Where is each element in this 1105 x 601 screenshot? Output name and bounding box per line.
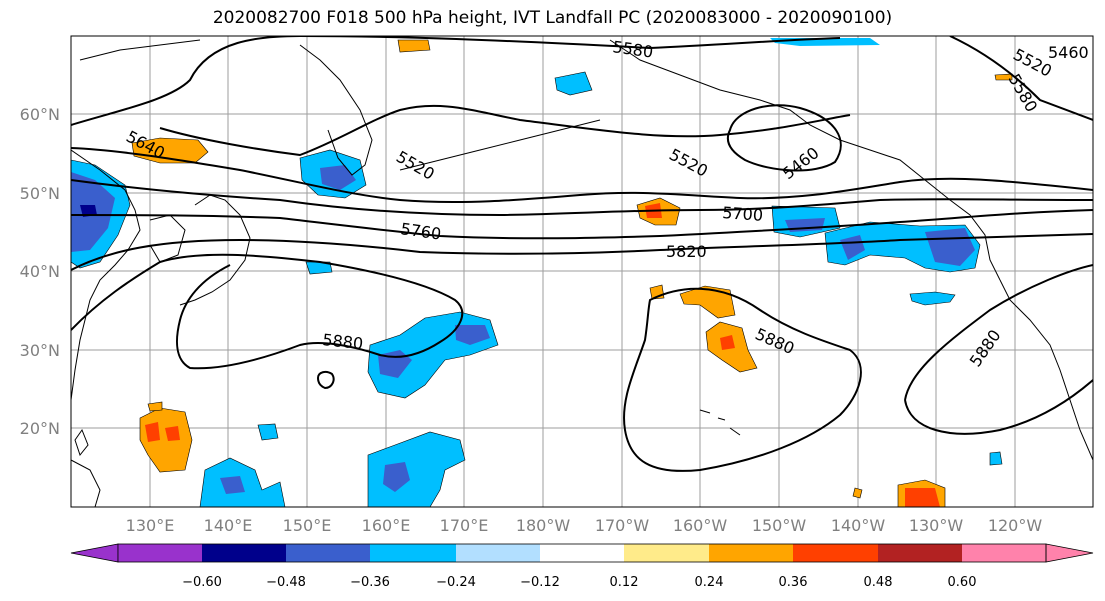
negative-blob bbox=[320, 165, 356, 190]
positive-blob bbox=[905, 488, 940, 507]
lon-label: 140°E bbox=[203, 516, 253, 535]
lon-label: 180°W bbox=[515, 516, 571, 535]
negative-blob bbox=[257, 423, 279, 441]
contour-label: 5700 bbox=[722, 203, 764, 225]
alaska-coastline bbox=[609, 39, 1001, 281]
colorbar-swatch bbox=[286, 544, 370, 562]
contour-5700 bbox=[71, 179, 1093, 217]
contour-5880-west bbox=[71, 253, 464, 370]
lon-label: 160°E bbox=[361, 516, 411, 535]
lat-label: 30°N bbox=[19, 341, 60, 360]
colorbar-tick-label: −0.24 bbox=[436, 575, 476, 590]
map-title: 2020082700 F018 500 hPa height, IVT Land… bbox=[212, 8, 893, 28]
colorbar-tick-label: 0.60 bbox=[947, 575, 977, 590]
colorbar-tick-label: −0.60 bbox=[182, 575, 222, 590]
colorbar-swatch bbox=[540, 544, 624, 562]
colorbar-swatch bbox=[456, 544, 540, 562]
colorbar-swatch bbox=[962, 544, 1046, 562]
north-america-coastline bbox=[999, 279, 1093, 461]
positive-blob bbox=[720, 335, 735, 350]
colorbar-swatch bbox=[370, 544, 456, 562]
colorbar-swatch bbox=[624, 544, 709, 562]
contour-5460 bbox=[726, 104, 842, 172]
positive-blob bbox=[147, 401, 163, 412]
colorbar-swatch bbox=[202, 544, 286, 562]
lat-label: 50°N bbox=[19, 184, 60, 203]
taiwan-coastline bbox=[74, 428, 89, 457]
negative-blob bbox=[383, 462, 410, 492]
colorbar-tick-label: −0.48 bbox=[266, 575, 306, 590]
colorbar-frame bbox=[117, 543, 1047, 563]
lon-label: 170°W bbox=[594, 516, 650, 535]
lon-label: 130°W bbox=[908, 516, 964, 535]
lon-label: 130°E bbox=[125, 516, 175, 535]
height-contours bbox=[71, 36, 1093, 472]
colorbar-extend-high bbox=[1045, 543, 1094, 563]
asia-coastline bbox=[71, 149, 141, 401]
contour-5520 bbox=[159, 104, 851, 157]
aleutian-islands bbox=[399, 119, 601, 171]
lat-label: 20°N bbox=[19, 419, 60, 438]
colorbar-tick-label: −0.36 bbox=[350, 575, 390, 590]
negative-blob bbox=[554, 71, 593, 96]
contour-5880-east bbox=[904, 264, 1093, 401]
colorbar-tick-label: 0.36 bbox=[778, 575, 808, 590]
negative-blob bbox=[989, 451, 1003, 466]
contour-5760 bbox=[71, 209, 1093, 240]
contour-5880-central bbox=[623, 287, 862, 472]
contour-5820 bbox=[71, 233, 1093, 271]
lon-label: 160°W bbox=[672, 516, 728, 535]
positive-blob bbox=[994, 73, 1013, 81]
contour-label: 5880 bbox=[322, 330, 364, 353]
positive-blob bbox=[145, 422, 160, 442]
negative-blob bbox=[909, 291, 956, 306]
lon-label: 150°E bbox=[282, 516, 332, 535]
positive-blob bbox=[397, 39, 431, 53]
lon-label: 170°E bbox=[439, 516, 489, 535]
contour-5640 bbox=[71, 147, 1093, 204]
contour-label: 5460 bbox=[1048, 43, 1089, 62]
lon-label: 140°W bbox=[830, 516, 886, 535]
negative-blob bbox=[80, 205, 97, 217]
positive-blob bbox=[852, 487, 863, 499]
lon-label: 150°W bbox=[751, 516, 807, 535]
colorbar-swatch bbox=[793, 544, 878, 562]
colorbar-tick-label: 0.12 bbox=[609, 575, 639, 590]
lon-label: 120°W bbox=[987, 516, 1043, 535]
lat-label: 60°N bbox=[19, 105, 60, 124]
colorbar-swatch bbox=[709, 544, 793, 562]
coastlines bbox=[71, 39, 1093, 507]
contour-small-ring bbox=[316, 370, 335, 390]
colorbar-swatch bbox=[118, 544, 202, 562]
japan-coastline bbox=[179, 194, 251, 306]
philippines-coastline bbox=[71, 459, 101, 507]
negative-blob bbox=[220, 476, 245, 494]
positive-blob bbox=[679, 285, 736, 319]
ivt-shading bbox=[71, 38, 1013, 507]
colorbar-tick-label: 0.48 bbox=[863, 575, 893, 590]
arctic-coastline bbox=[79, 39, 201, 61]
map-frame bbox=[70, 35, 1094, 508]
contour-5580-east bbox=[949, 36, 1093, 121]
negative-blob bbox=[455, 325, 490, 345]
colorbar-tick-label: −0.12 bbox=[520, 575, 560, 590]
positive-blob bbox=[165, 426, 180, 441]
contour-label: 5820 bbox=[666, 242, 707, 261]
lat-label: 40°N bbox=[19, 262, 60, 281]
hawaii-islands bbox=[699, 409, 741, 436]
kamchatka-coastline bbox=[299, 44, 373, 176]
colorbar-extend-low bbox=[70, 543, 119, 563]
contour-5880-east-lower bbox=[904, 379, 1093, 435]
colorbar-swatch bbox=[878, 544, 962, 562]
colorbar-tick-label: 0.24 bbox=[694, 575, 724, 590]
colorbar bbox=[70, 543, 1094, 563]
negative-blob bbox=[199, 457, 286, 507]
